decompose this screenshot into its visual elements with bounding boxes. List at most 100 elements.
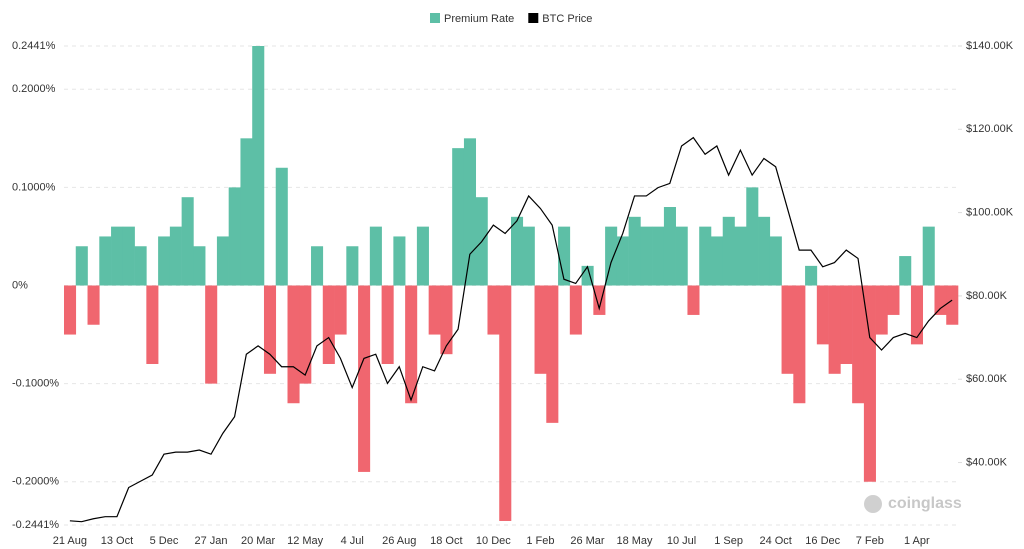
bar	[463, 138, 477, 286]
x-tick-label: 13 Oct	[101, 535, 133, 547]
bar	[828, 285, 841, 374]
x-tick-label: 1 Feb	[526, 535, 554, 547]
y-tick-label: -0.2441%	[12, 519, 59, 531]
bar	[64, 285, 77, 335]
bar	[816, 285, 829, 345]
bar	[511, 216, 524, 286]
bar	[699, 226, 712, 286]
bar	[440, 285, 453, 355]
bar	[710, 236, 724, 286]
bar	[616, 236, 629, 286]
bar	[275, 167, 288, 286]
x-tick-label: 21 Aug	[53, 535, 87, 547]
bar	[158, 236, 171, 286]
x-tick-label: 24 Oct	[759, 535, 791, 547]
bar	[216, 236, 229, 286]
bar	[663, 207, 676, 286]
y-tick-label: 0.2441%	[12, 40, 56, 52]
y-tick-label: 0.1000%	[12, 181, 56, 193]
watermark: coinglass	[864, 495, 962, 513]
bar	[628, 216, 641, 286]
bar	[99, 236, 112, 286]
bar	[887, 285, 900, 315]
bar	[428, 285, 441, 335]
bar	[369, 226, 382, 286]
bar	[322, 285, 335, 364]
y2-tick-label: $120.00K	[966, 123, 1014, 135]
bar	[346, 246, 359, 286]
bar	[734, 226, 747, 286]
bar	[852, 285, 865, 404]
y2-tick-label: $140.00K	[966, 40, 1014, 52]
bar	[193, 246, 206, 286]
bar	[781, 285, 794, 374]
x-tick-label: 4 Jul	[341, 535, 364, 547]
x-tick-label: 5 Dec	[150, 535, 179, 547]
bar	[75, 246, 88, 286]
bar	[499, 285, 512, 521]
bar	[558, 226, 571, 286]
bar	[452, 148, 465, 286]
y-tick-label: 0.2000%	[12, 83, 56, 95]
bar	[899, 256, 912, 286]
bar	[169, 226, 182, 286]
legend-swatch	[430, 13, 440, 23]
bar	[863, 285, 876, 482]
bar	[287, 285, 300, 404]
bar	[675, 226, 688, 286]
bar	[228, 187, 241, 286]
y2-tick-label: $60.00K	[966, 373, 1008, 385]
bar	[946, 285, 959, 325]
bar	[746, 187, 759, 286]
x-tick-label: 1 Sep	[714, 535, 743, 547]
bar	[416, 226, 429, 286]
x-tick-label: 12 May	[287, 535, 324, 547]
bar	[687, 285, 700, 315]
bar	[252, 46, 265, 286]
x-tick-label: 7 Feb	[856, 535, 884, 547]
bar	[722, 216, 735, 286]
bar	[910, 285, 924, 345]
bar	[263, 285, 277, 374]
y-tick-label: -0.1000%	[12, 378, 59, 390]
bar	[922, 226, 935, 286]
x-tick-label: 26 Mar	[570, 535, 605, 547]
y-tick-label: -0.2000%	[12, 476, 59, 488]
bar	[534, 285, 547, 374]
y2-tick-label: $40.00K	[966, 456, 1008, 468]
bar	[652, 226, 665, 286]
x-tick-label: 20 Mar	[241, 535, 276, 547]
x-tick-label: 18 May	[616, 535, 653, 547]
y-tick-label: 0%	[12, 279, 28, 291]
x-tick-label: 27 Jan	[195, 535, 228, 547]
bar	[793, 285, 806, 404]
watermark-logo	[864, 495, 882, 513]
bar	[111, 226, 124, 286]
x-tick-label: 16 Dec	[805, 535, 840, 547]
x-tick-label: 26 Aug	[382, 535, 416, 547]
bar	[311, 246, 324, 286]
bar	[405, 285, 418, 404]
bar	[875, 285, 888, 335]
bar	[934, 285, 947, 315]
bar	[181, 197, 194, 286]
watermark-text: coinglass	[888, 495, 962, 512]
bar	[134, 246, 147, 286]
bar	[758, 216, 771, 286]
bar	[122, 226, 135, 286]
bar	[205, 285, 218, 384]
bar	[240, 138, 253, 286]
legend-swatch	[528, 13, 539, 23]
bar	[569, 285, 582, 335]
bar	[593, 285, 606, 315]
bar	[487, 285, 500, 335]
x-tick-label: 18 Oct	[430, 535, 462, 547]
x-tick-label: 10 Dec	[476, 535, 511, 547]
y2-tick-label: $100.00K	[966, 207, 1014, 219]
bar	[381, 285, 394, 364]
bar	[769, 236, 782, 286]
price-line	[69, 136, 953, 523]
bar	[299, 285, 312, 384]
bar	[640, 226, 653, 286]
